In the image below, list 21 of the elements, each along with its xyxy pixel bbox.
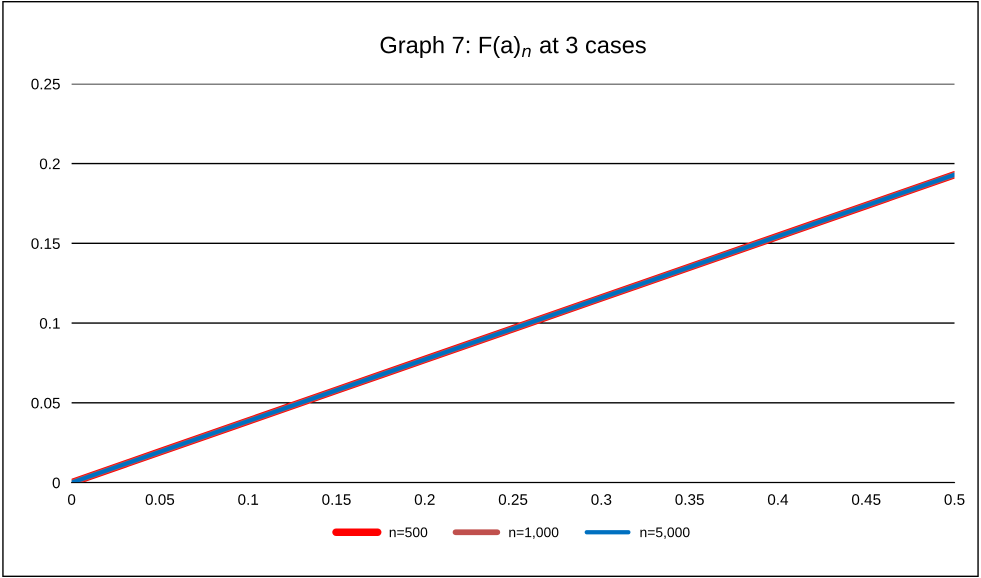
legend-label: n=500 [390,527,428,538]
y-tick-label: 0 [52,478,60,488]
legend-label: n=1,000 [509,527,558,539]
y-tick-label: 0.05 [31,398,60,409]
x-tick-label: 0.2 [414,494,435,505]
x-tick-label: 0.5 [944,494,964,505]
x-tick-label: 0.05 [146,494,174,505]
x-tick-label: 0 [68,494,76,505]
y-tick-label: 0.25 [31,78,60,90]
x-tick-label: 0.4 [768,494,788,505]
x-tick-label: 0.3 [591,494,612,505]
x-tick-label: 0.35 [675,494,704,505]
x-tick-label: 0.1 [238,494,258,505]
x-tick-label: 0.15 [322,494,351,505]
chart-title: Graph 7: F(a)$_{n}$ at 3 cases [380,36,646,58]
x-tick-label: 0.25 [498,494,528,505]
y-tick-label: 0.2 [40,158,60,170]
y-tick-label: 0.1 [40,318,60,329]
y-tick-label: 0.15 [31,238,60,250]
x-tick-label: 0.45 [852,494,880,505]
legend-label: n=5,000 [640,527,690,539]
